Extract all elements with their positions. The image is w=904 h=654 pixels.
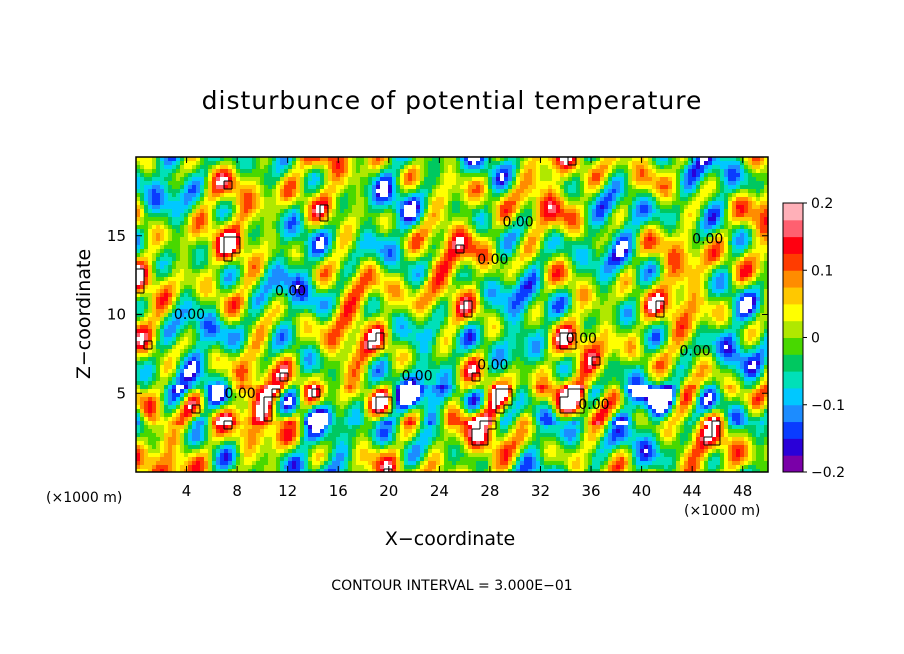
colorbar-tick-label: −0.2 xyxy=(811,465,845,481)
colorbar-swatch xyxy=(783,219,803,238)
contour-label: 0.00 xyxy=(503,214,534,230)
colorbar-swatch xyxy=(783,320,803,338)
colorbar-tick-label: 0.1 xyxy=(811,263,833,279)
colorbar-swatch xyxy=(783,303,803,322)
x-tick-label: 20 xyxy=(379,482,398,500)
contour-labels: 0.00 0.00 0.00 0.00 0.00 0.00 0.00 0.00 0.00 0.00… xyxy=(174,214,723,413)
contour-label: 0.00 xyxy=(566,331,597,347)
colorbar-swatch xyxy=(783,354,803,372)
contour-interval-note: CONTOUR INTERVAL = 3.000E−01 xyxy=(331,578,573,594)
x-tick-label: 24 xyxy=(430,482,449,500)
contour-label: 0.00 xyxy=(477,252,508,268)
colorbar-swatch xyxy=(783,438,803,456)
colorbar-swatch xyxy=(783,404,803,423)
colorbar-swatch xyxy=(783,236,803,254)
colorbar-tick-label: 0 xyxy=(811,331,820,347)
contour-label: 0.00 xyxy=(680,343,711,359)
colorbar-swatch xyxy=(783,371,803,389)
x-axis-unit-right: (×1000 m) xyxy=(684,503,761,519)
y-tick-label: 5 xyxy=(116,384,126,402)
contour-label: 0.00 xyxy=(401,369,432,385)
x-tick-label: 32 xyxy=(531,482,550,500)
x-tick-label: 12 xyxy=(278,482,297,500)
colorbar-swatch xyxy=(783,270,803,288)
contour-label: 0.00 xyxy=(275,284,306,300)
colorbar-swatch xyxy=(783,455,803,473)
colorbar-swatch xyxy=(783,387,803,406)
colorbar-swatch xyxy=(783,203,803,221)
x-tick-label: 4 xyxy=(182,482,192,500)
colorbar-swatch xyxy=(783,421,803,439)
contour-label: 0.00 xyxy=(477,358,508,374)
heatmap-field xyxy=(136,157,768,472)
x-tick-label: 40 xyxy=(632,482,651,500)
colorbar: 0.2 0.1 0 −0.1 −0.2 xyxy=(782,196,845,481)
x-axis-unit-left: (×1000 m) xyxy=(46,490,123,506)
y-tick-label: 10 xyxy=(107,306,126,324)
contour-label: 0.00 xyxy=(578,397,609,413)
x-axis-label: X−coordinate xyxy=(384,528,516,550)
x-tick-label: 44 xyxy=(683,482,702,500)
contour-label: 0.00 xyxy=(224,386,255,402)
x-tick-label: 16 xyxy=(329,482,348,500)
x-tick-label: 28 xyxy=(480,482,499,500)
x-tick-label: 36 xyxy=(581,482,600,500)
colorbar-swatch xyxy=(783,337,803,355)
x-tick-label: 48 xyxy=(733,482,752,500)
colorbar-swatch xyxy=(783,253,803,271)
colorbar-swatch xyxy=(783,287,803,305)
colorbar-tick-label: −0.1 xyxy=(811,398,845,414)
contour-lines xyxy=(136,157,721,472)
chart-title: disturbunce of potential temperature xyxy=(201,86,703,115)
colorbar-tick-label: 0.2 xyxy=(811,196,833,212)
x-tick-label: 8 xyxy=(232,482,242,500)
contour-label: 0.00 xyxy=(174,307,205,323)
contour-label: 0.00 xyxy=(692,232,723,248)
y-tick-label: 15 xyxy=(107,227,126,245)
